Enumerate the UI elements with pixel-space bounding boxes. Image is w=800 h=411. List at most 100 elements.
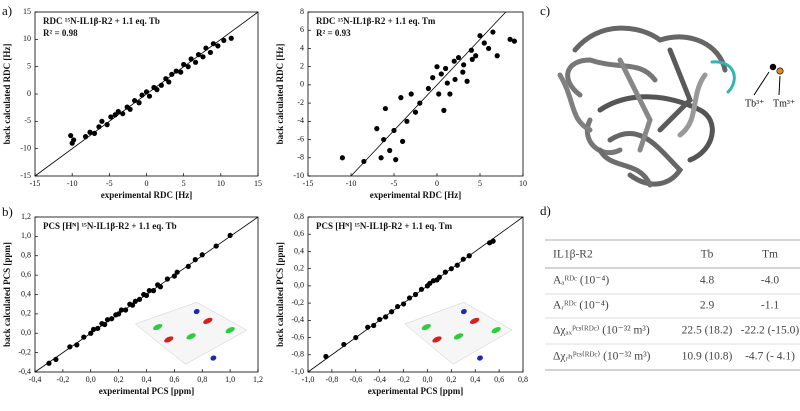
isosurface-inset [404,301,513,365]
data-point [400,301,407,307]
data-point [88,330,94,336]
x-tick-label: 0,4 [142,375,152,384]
x-tick-label: -0,6 [349,375,362,384]
data-point [157,284,164,290]
data-point [108,114,114,120]
data-point [146,288,152,294]
table-header: Tm [762,249,778,261]
y-tick-label: 0,8 [21,251,31,260]
chart-title: PCS [Hᴺ] ¹⁵N-IL1β-R2 + 1.1 eq. Tm [316,221,453,231]
y-tick-label: 0,0 [21,328,31,337]
isosurface-lobe [164,336,174,343]
data-point [192,257,198,263]
ion-sphere [769,63,777,71]
data-point [393,157,399,163]
data-point [188,56,194,62]
data-point [391,127,397,134]
isosurface-lobe [193,308,200,315]
data-point [447,91,453,97]
data-point [461,62,467,68]
data-point [132,97,138,104]
arrow [778,75,781,96]
y-tick-label: 0 [27,89,31,98]
data-point [339,155,345,161]
data-point [46,360,52,366]
data-point [460,256,466,262]
x-axis-label: experimental RDC [Hz] [370,190,461,200]
data-point [394,303,401,310]
x-tick-label: 0,8 [518,375,528,384]
identity-line [350,11,507,177]
x-tick-label: 0,4 [470,375,480,384]
y-tick-label: -0,8 [291,350,304,359]
data-point [417,100,423,106]
data-point [443,65,449,72]
data-point [129,302,136,308]
data-point [466,253,472,259]
data-point [96,124,102,130]
panel-label: b) [2,204,13,219]
data-point [430,75,436,81]
panel-label: a) [2,3,12,18]
data-point [171,273,177,279]
data-point [185,263,191,270]
data-point [377,316,383,323]
table-header: IL1β-R2 [553,249,593,261]
data-point [185,64,191,70]
x-tick-label: 0 [435,179,439,188]
data-point [132,298,138,304]
isosurface-lobe [477,355,483,361]
data-point [464,78,470,84]
data-point [143,292,150,299]
data-point [127,106,133,112]
data-point [323,353,329,360]
data-point [383,314,389,320]
data-point [381,136,387,143]
data-point [477,33,483,39]
y-tick-label: 0,8 [294,212,304,221]
data-point [486,45,492,52]
data-point [173,68,179,74]
y-tick-label: 0,2 [21,309,31,318]
y-tick-label: -0,2 [18,347,31,356]
table-cell: Δχᵣₕᴾᶜˢ⁽ᴿᴰᶜ⁾ (10⁻³² m³) [553,350,651,363]
data-point [158,82,164,88]
data-point [361,158,367,165]
x-tick-label: -10 [67,179,78,188]
plot-frame [307,11,524,177]
isosurface-lobe [152,323,163,331]
data-point [207,49,214,56]
x-tick-label: 5 [182,179,186,188]
data-point [109,316,115,322]
y-tick-label: -4 [297,116,304,125]
data-point [438,71,444,77]
isosurface-lobe [469,317,480,324]
data-point [81,334,87,340]
data-point [371,322,377,329]
data-point [436,274,442,280]
data-point [436,91,442,97]
data-point [178,69,184,75]
data-point [473,53,479,59]
data-point [387,147,393,154]
data-point [150,288,157,294]
table-header: Tb [701,249,714,261]
x-tick-label: -1,0 [302,375,315,384]
ion-label: Tm³⁺ [773,98,795,109]
data-point [99,118,105,124]
data-point [122,307,129,313]
arrow [753,71,770,96]
y-tick-label: 0,2 [294,263,304,272]
x-tick-label: 0,2 [114,375,124,384]
x-axis-label: experimental RDC [Hz] [101,190,192,200]
y-tick-label: 6 [300,25,304,34]
x-tick-label: 0,2 [446,375,456,384]
data-point [460,69,466,75]
data-point [115,108,121,115]
x-tick-label: 10 [217,179,225,188]
table-cell: -4.7 (- 4.1) [745,351,795,363]
y-tick-label: 0,6 [21,270,31,279]
y-tick-label: -0,4 [291,315,304,324]
y-tick-label: -0,4 [18,367,31,376]
data-point [91,130,98,136]
